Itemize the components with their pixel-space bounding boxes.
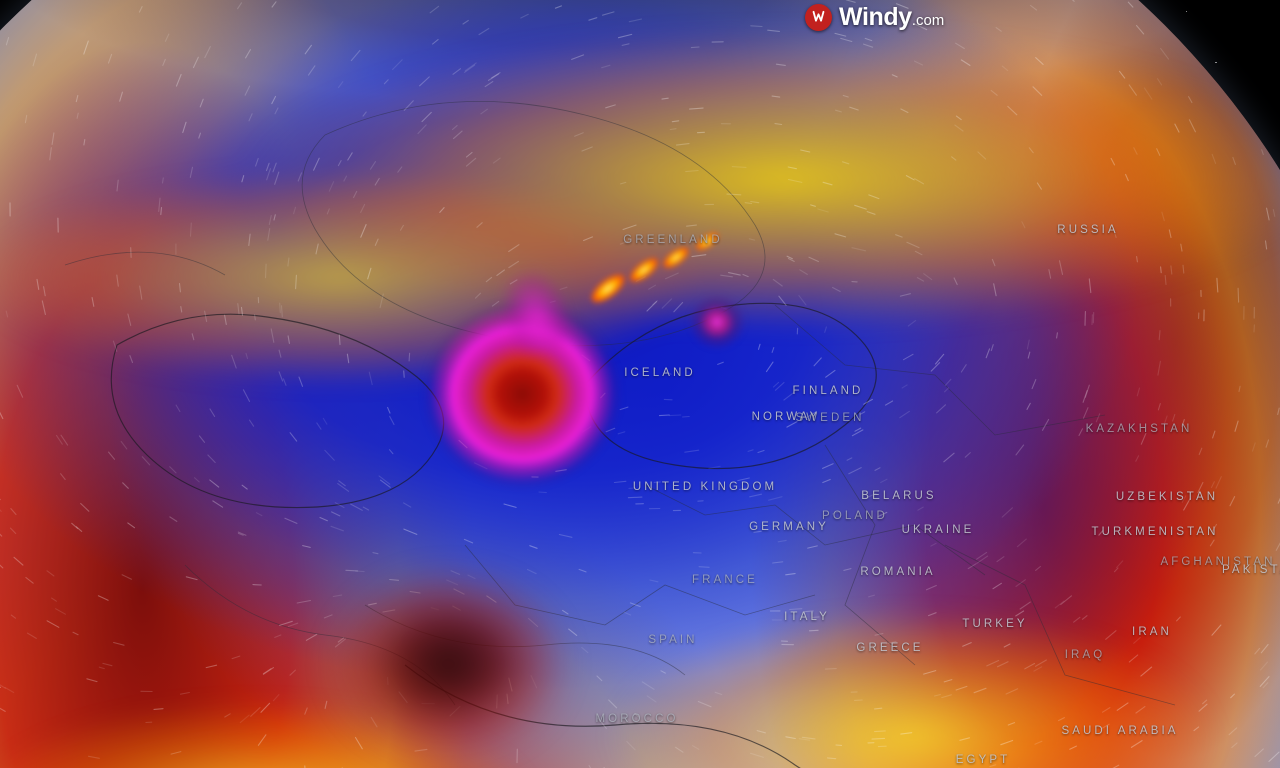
windy-logo-icon <box>805 4 832 31</box>
map-label-greenland[interactable]: GREENLAND <box>623 234 723 246</box>
brand-suffix: .com <box>911 12 945 29</box>
brand-name: Windy <box>839 3 912 31</box>
map-label-poland[interactable]: POLAND <box>822 510 888 522</box>
map-label-spain[interactable]: SPAIN <box>648 634 698 646</box>
map-label-saudi-arabia[interactable]: SAUDI ARABIA <box>1061 725 1179 737</box>
map-label-greece[interactable]: GREECE <box>856 642 924 654</box>
map-label-iceland[interactable]: ICELAND <box>624 367 696 379</box>
map-label-kazakhstan[interactable]: KAZAKHSTAN <box>1085 423 1193 435</box>
windy-wordmark: Windy.com <box>839 5 944 30</box>
map-label-sweden[interactable]: SWEDEN <box>795 412 865 424</box>
map-label-italy[interactable]: ITALY <box>784 611 830 623</box>
map-label-turkmenistan[interactable]: TURKMENISTAN <box>1091 526 1219 538</box>
map-label-france[interactable]: FRANCE <box>692 574 758 586</box>
map-label-turkey[interactable]: TURKEY <box>962 618 1028 630</box>
map-label-russia[interactable]: RUSSIA <box>1057 224 1119 236</box>
map-label-uzbekistan[interactable]: UZBEKISTAN <box>1115 491 1219 503</box>
atlantic-anticyclone[interactable] <box>300 560 570 760</box>
map-label-iran[interactable]: IRAN <box>1132 626 1172 638</box>
map-label-united-kingdom[interactable]: UNITED KINGDOM <box>632 481 778 493</box>
map-label-romania[interactable]: ROMANIA <box>860 566 936 578</box>
windy-logo[interactable]: Windy.com <box>805 4 944 31</box>
map-label-afghanistan[interactable]: AFGHANISTAN <box>1160 556 1276 568</box>
map-label-ukraine[interactable]: UKRAINE <box>901 524 975 536</box>
map-label-finland[interactable]: FINLAND <box>792 385 864 397</box>
map-label-iraq[interactable]: IRAQ <box>1064 649 1106 661</box>
map-label-egypt[interactable]: EGYPT <box>955 754 1011 766</box>
map-label-pakistan[interactable]: PAKISTAN <box>1222 564 1280 576</box>
map-label-morocco[interactable]: MOROCCO <box>595 713 679 725</box>
map-label-germany[interactable]: GERMANY <box>749 521 829 533</box>
map-label-norway[interactable]: NORWAY <box>751 411 821 423</box>
secondary-cyclone[interactable] <box>688 294 746 350</box>
map-label-belarus[interactable]: BELARUS <box>861 490 937 502</box>
